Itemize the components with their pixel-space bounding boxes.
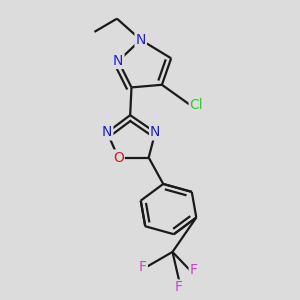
Text: N: N [136, 33, 146, 47]
Text: F: F [190, 263, 198, 277]
Text: Cl: Cl [190, 98, 203, 112]
Text: F: F [175, 280, 183, 295]
Text: N: N [113, 54, 123, 68]
Text: O: O [113, 151, 124, 164]
Text: F: F [139, 260, 147, 274]
Text: N: N [102, 125, 112, 140]
Text: N: N [150, 125, 160, 140]
